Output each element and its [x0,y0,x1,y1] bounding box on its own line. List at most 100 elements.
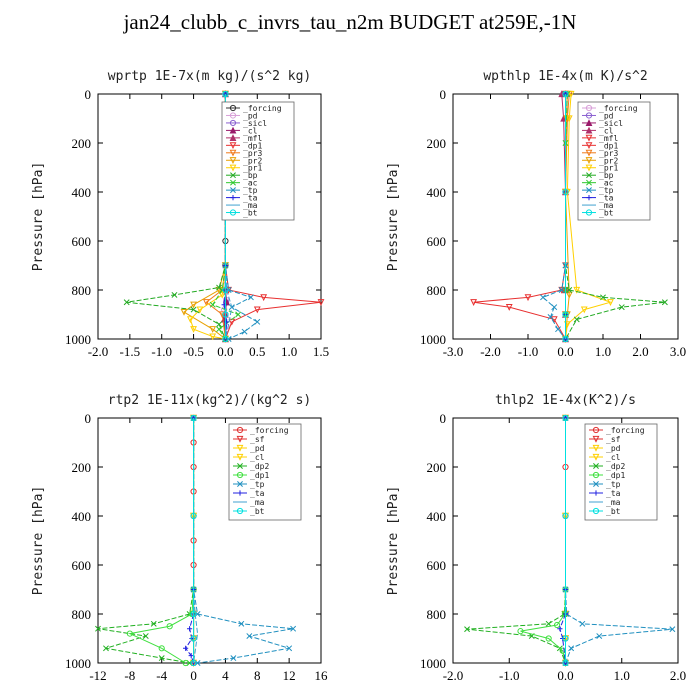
panel-title: thlp2 1E-4x(K^2)/s [495,393,636,408]
series-line [564,93,570,340]
legend-marker [585,157,593,164]
plot-frame [97,417,322,664]
legend-marker [592,435,600,443]
legend-marker [229,126,237,134]
data-point [565,115,573,123]
data-point [190,512,197,520]
panel-title: wprtp 1E-7x(m kg)/(s^2 kg) [108,69,312,84]
x-tick-label: -0.5 [183,344,204,359]
figure-title: jan24_clubb_c_invrs_tau_n2m BUDGET at259… [123,10,577,34]
y-tick-label: 200 [427,136,447,151]
series-bt [562,414,569,667]
legend-entry: _ma [606,498,621,507]
series-line [128,418,195,664]
legend-marker [585,142,593,150]
legend-entry: _bt [243,209,258,218]
x-tick-label: -2.0 [480,344,501,359]
legend-entry: _pd [606,444,621,453]
series-line [97,418,195,664]
data-point [235,311,242,318]
data-point [186,316,194,324]
panel-title: rtp2 1E-11x(kg^2)/(kg^2 s) [108,393,312,408]
data-point [600,294,606,301]
legend-entry: _forcing [250,426,289,435]
series-bt [562,90,569,343]
legend-entry: _forcing [243,104,282,113]
data-point [562,90,569,98]
data-point [222,335,229,343]
y-axis-label: Pressure [hPa] [31,162,46,272]
x-tick-label: 1.0 [614,668,630,683]
x-tick-label: -3.0 [443,344,464,359]
legend-marker [585,164,593,172]
data-point [222,311,229,318]
y-tick-label: 0 [440,87,447,102]
y-tick-label: 200 [72,136,92,151]
data-point [568,645,575,652]
x-tick-label: -2.0 [88,344,109,359]
x-tick-label: 1.0 [595,344,611,359]
data-point [190,301,197,309]
legend-entry: _bt [606,507,621,516]
x-tick-label: -1.0 [151,344,172,359]
data-point [180,308,188,316]
data-point [545,620,552,627]
data-point [596,633,603,640]
x-tick-label: 0.0 [217,344,233,359]
data-point [573,316,580,323]
y-axis-label: Pressure [hPa] [31,486,46,596]
data-point [126,630,133,637]
data-point [247,294,254,301]
legend-marker [230,195,236,201]
legend-entry: _cl [606,453,621,462]
legend-entry: _cl [250,453,265,462]
legend-marker [586,187,592,194]
data-point [202,299,210,306]
x-tick-label: 3.0 [670,344,686,359]
y-tick-label: 600 [427,234,447,249]
data-point [470,299,478,306]
data-point [190,635,197,642]
data-point [290,625,297,632]
legend-marker [237,463,243,469]
y-tick-label: 1000 [420,656,446,671]
data-point [464,626,471,633]
y-tick-label: 800 [427,607,447,622]
legend-entry: _bp [243,171,258,180]
data-point [567,90,575,98]
x-tick-label: -8 [124,668,135,683]
legend: _forcing_pd_sicl_cl_mfl_dp1_pr3_pr2_pr1_… [221,101,295,221]
data-point [555,326,561,333]
series-ma [193,418,199,664]
legend-entry: _ta [606,489,621,498]
x-tick-label: 1.0 [281,344,297,359]
data-point [95,625,101,632]
x-tick-label: 2.0 [670,668,686,683]
legend: _forcing_sf_pd_cl_dp2_dp1_tp_ta_ma_bt [228,423,302,521]
x-tick-label: 16 [315,668,329,683]
legend-marker [236,507,244,515]
data-point [190,659,197,667]
data-point [183,645,189,651]
data-point [563,321,571,329]
legend-entry: _ta [250,489,265,498]
legend-entry: _ac [599,179,614,188]
legend-marker [237,490,243,496]
data-point [505,304,513,311]
legend-marker [585,209,593,216]
data-point [190,414,197,422]
data-point [286,645,293,652]
x-tick-label: 2.0 [632,344,648,359]
legend-marker [230,187,236,194]
data-point [260,294,268,302]
legend-entry: _dp1 [250,471,269,480]
y-tick-label: 400 [72,509,92,524]
legend-entry: _tp [250,480,265,489]
legend-entry: _sicl [599,119,623,128]
legend-marker [592,471,600,479]
x-tick-label: -4 [156,668,167,683]
series-line [193,418,294,664]
data-point [661,299,668,306]
legend-marker [593,463,599,469]
legend-marker [592,426,600,434]
